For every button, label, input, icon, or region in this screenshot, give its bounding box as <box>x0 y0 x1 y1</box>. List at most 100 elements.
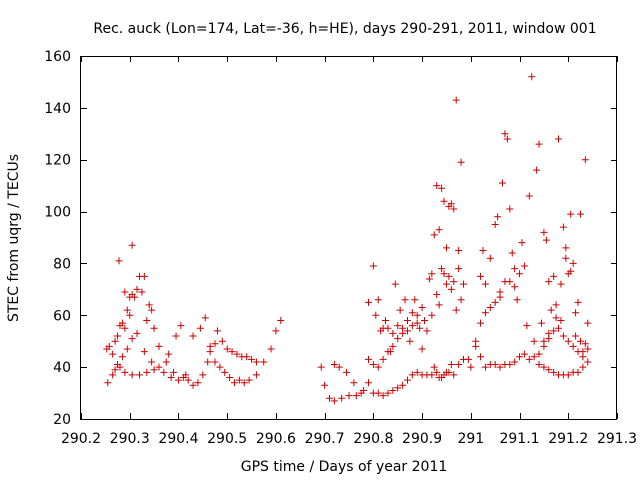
data-point <box>435 226 443 234</box>
data-point <box>481 280 489 288</box>
data-point <box>252 371 260 379</box>
data-point <box>204 358 212 366</box>
data-point <box>382 316 390 324</box>
data-point <box>567 267 575 275</box>
data-point <box>518 239 526 247</box>
data-point <box>511 283 519 291</box>
plot-frame <box>80 56 617 420</box>
data-point <box>174 376 182 384</box>
data-point <box>121 288 129 296</box>
data-point <box>559 223 567 231</box>
data-point <box>116 363 124 371</box>
x-tick-label: 290.7 <box>305 431 345 447</box>
x-tick-label: 290.9 <box>402 431 442 447</box>
data-point <box>559 332 567 340</box>
data-point <box>160 368 168 376</box>
data-point <box>394 335 402 343</box>
data-point <box>126 311 134 319</box>
data-point <box>576 337 584 345</box>
data-point <box>406 337 414 345</box>
data-point <box>457 296 465 304</box>
data-point <box>455 265 463 273</box>
data-point <box>433 182 441 190</box>
data-point <box>438 184 446 192</box>
data-point <box>408 371 416 379</box>
data-point <box>472 337 480 345</box>
data-point <box>121 324 129 332</box>
data-point <box>530 353 538 361</box>
data-point <box>364 355 372 363</box>
data-point <box>491 298 499 306</box>
data-point <box>579 363 587 371</box>
data-point <box>230 379 238 387</box>
data-point <box>564 371 572 379</box>
data-point <box>394 322 402 330</box>
data-point <box>379 392 387 400</box>
data-point <box>401 296 409 304</box>
data-point <box>248 355 256 363</box>
data-point <box>167 374 175 382</box>
data-point <box>411 296 419 304</box>
data-series <box>103 73 592 405</box>
data-point <box>433 368 441 376</box>
data-point <box>574 348 582 356</box>
data-point <box>440 270 448 278</box>
data-point <box>447 200 455 208</box>
data-point <box>450 371 458 379</box>
data-point <box>118 319 126 327</box>
data-point <box>143 316 151 324</box>
data-point <box>272 327 280 335</box>
data-point <box>552 301 560 309</box>
data-point <box>111 366 119 374</box>
data-point <box>396 306 404 314</box>
data-point <box>442 280 450 288</box>
data-point <box>516 353 524 361</box>
data-point <box>535 361 543 369</box>
data-point <box>564 337 572 345</box>
data-point <box>150 324 158 332</box>
data-point <box>211 340 219 348</box>
data-point <box>260 358 268 366</box>
data-point <box>520 350 528 358</box>
data-point <box>148 306 156 314</box>
data-point <box>477 353 485 361</box>
data-point <box>525 192 533 200</box>
data-point <box>528 73 536 81</box>
x-tick-label: 291.3 <box>597 431 637 447</box>
data-point <box>581 156 589 164</box>
data-point <box>464 355 472 363</box>
x-tick-label: 291 <box>457 431 484 447</box>
data-point <box>576 210 584 218</box>
data-point <box>126 293 134 301</box>
data-point <box>413 368 421 376</box>
data-point <box>477 319 485 327</box>
y-axis: 20 40 60 80 100 120 140 160 <box>44 49 617 428</box>
data-point <box>452 96 460 104</box>
data-point <box>111 337 119 345</box>
data-point <box>511 265 519 273</box>
data-point <box>330 397 338 405</box>
x-tick-label: 290.8 <box>353 431 393 447</box>
data-point <box>211 358 219 366</box>
data-point <box>403 316 411 324</box>
data-point <box>374 389 382 397</box>
data-point <box>540 363 548 371</box>
data-point <box>105 342 113 350</box>
data-point <box>223 345 231 353</box>
data-point <box>498 179 506 187</box>
data-point <box>494 213 502 221</box>
data-point <box>479 246 487 254</box>
data-point <box>572 309 580 317</box>
chart-title: Rec. auck (Lon=174, Lat=-36, h=HE), days… <box>93 21 596 37</box>
data-point <box>369 361 377 369</box>
data-point <box>170 368 178 376</box>
data-point <box>491 361 499 369</box>
data-point <box>155 363 163 371</box>
data-point <box>114 332 122 340</box>
data-point <box>555 324 563 332</box>
data-point <box>389 342 397 350</box>
data-point <box>569 259 577 267</box>
data-point <box>179 374 187 382</box>
data-point <box>338 394 346 402</box>
